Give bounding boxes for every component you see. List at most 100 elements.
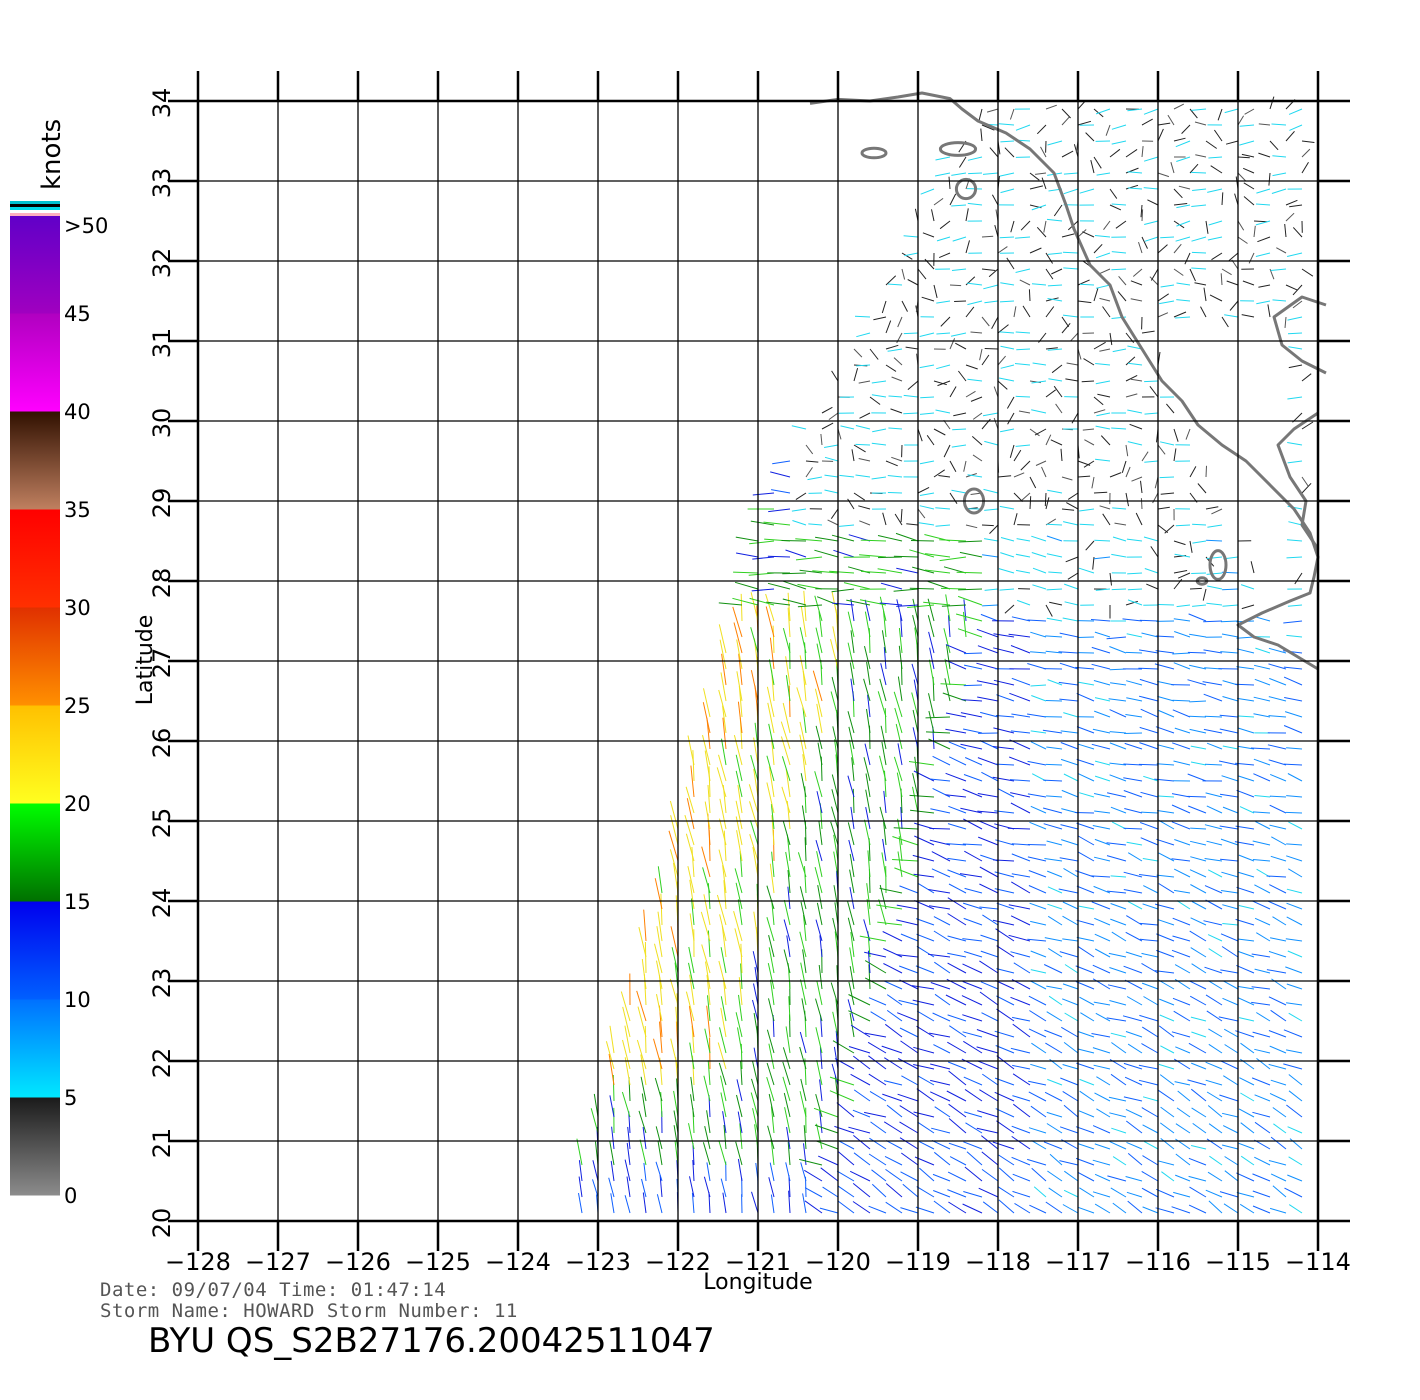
wind-vector [1173, 1191, 1191, 1198]
wind-vector [1149, 276, 1159, 286]
wind-vector [1127, 409, 1143, 414]
wind-vector [853, 1152, 871, 1166]
wind-vector [930, 1079, 951, 1086]
wind-vector [1047, 252, 1063, 255]
wind-vector [1094, 1092, 1111, 1102]
wind-vector [1006, 396, 1015, 409]
wind-vector [1125, 356, 1136, 366]
wind-vector [1191, 108, 1207, 111]
wind-vector [960, 712, 983, 718]
wind-vector [913, 1046, 935, 1054]
latitude-tick-label: 27 [148, 648, 176, 679]
wind-vector [860, 570, 887, 574]
wind-vector [1045, 1042, 1063, 1054]
wind-vector [669, 978, 679, 1006]
wind-vector [1127, 852, 1143, 862]
wind-vector [1093, 409, 1106, 414]
wind-vector [1156, 933, 1175, 942]
wind-vector [718, 960, 727, 990]
wind-vector [1132, 268, 1143, 277]
wind-vector [1108, 952, 1127, 958]
wind-vector [1187, 773, 1207, 782]
wind-vector [849, 947, 855, 974]
wind-vector [1091, 663, 1111, 670]
wind-vector [1253, 696, 1271, 702]
wind-vector [1102, 306, 1111, 318]
wind-vector [1059, 662, 1079, 670]
wind-vector [1062, 521, 1079, 526]
wind-vector [949, 284, 962, 287]
colorbar-segment [10, 411, 60, 510]
wind-vector [1272, 1107, 1287, 1118]
wind-vector [656, 960, 663, 990]
wind-vector [853, 348, 863, 358]
wind-vector [1094, 1143, 1111, 1150]
wind-vector [707, 930, 711, 958]
wind-vector [1043, 779, 1063, 782]
wind-vector [911, 692, 919, 718]
wind-vector [685, 991, 695, 1022]
wind-vector [1028, 1080, 1047, 1086]
wind-vector [981, 268, 996, 271]
wind-vector [1062, 1064, 1079, 1070]
wind-vector [1027, 938, 1047, 942]
wind-vector [1139, 678, 1159, 686]
wind-vector [624, 1057, 631, 1086]
wind-vector [1111, 124, 1127, 130]
wind-vector [1011, 853, 1031, 862]
wind-vector [1238, 1142, 1255, 1150]
wind-vector [1140, 791, 1159, 798]
wind-vector [1110, 875, 1127, 878]
wind-vector [795, 492, 807, 501]
wind-vector [1171, 793, 1191, 798]
wind-vector [1044, 858, 1063, 862]
wind-vector [859, 599, 887, 606]
wind-vector [1269, 884, 1287, 894]
wind-vector [930, 808, 951, 814]
wind-vector [787, 1142, 791, 1166]
wind-vector [922, 232, 935, 238]
wind-vector [900, 806, 903, 830]
wind-vector [833, 834, 839, 862]
wind-vector [899, 1137, 919, 1150]
wind-vector [1238, 997, 1255, 1006]
wind-vector [864, 611, 871, 638]
wind-vector [1292, 300, 1303, 309]
wind-vector [1237, 220, 1245, 231]
wind-vector [740, 963, 743, 990]
wind-vector [1000, 188, 1015, 194]
latitude-tick-label: 34 [148, 88, 176, 119]
wind-vector [626, 1142, 631, 1166]
wind-vector [718, 1140, 727, 1166]
wind-vector [1253, 758, 1271, 766]
wind-vector [1092, 964, 1111, 974]
wind-vector [947, 823, 967, 830]
colorbar-cap-stripe [10, 210, 60, 213]
wind-vector [1252, 1111, 1271, 1118]
wind-vector [1095, 588, 1111, 591]
wind-vector [894, 707, 903, 734]
wind-vector [999, 172, 1015, 177]
wind-vector [1109, 774, 1127, 782]
wind-vector [768, 1043, 775, 1070]
wind-vector [609, 1025, 615, 1054]
wind-vector [1287, 332, 1303, 335]
wind-vector [977, 810, 999, 814]
wind-vector [899, 885, 919, 894]
wind-vector [1157, 506, 1170, 510]
wind-vector [1139, 649, 1159, 654]
wind-vector [771, 815, 775, 846]
wind-vector [840, 425, 855, 430]
wind-vector [864, 1032, 887, 1038]
wind-vector [1189, 466, 1197, 478]
wind-vector [982, 554, 999, 558]
wind-vector [945, 772, 967, 782]
wind-vector [1287, 1126, 1303, 1134]
wind-vector [1268, 1160, 1287, 1166]
wind-vector [1112, 348, 1127, 353]
wind-vector [1028, 995, 1047, 1006]
wind-vector [892, 836, 919, 846]
wind-vector [1185, 428, 1191, 440]
wind-vector [1112, 1202, 1127, 1214]
wind-vector [1030, 730, 1047, 734]
